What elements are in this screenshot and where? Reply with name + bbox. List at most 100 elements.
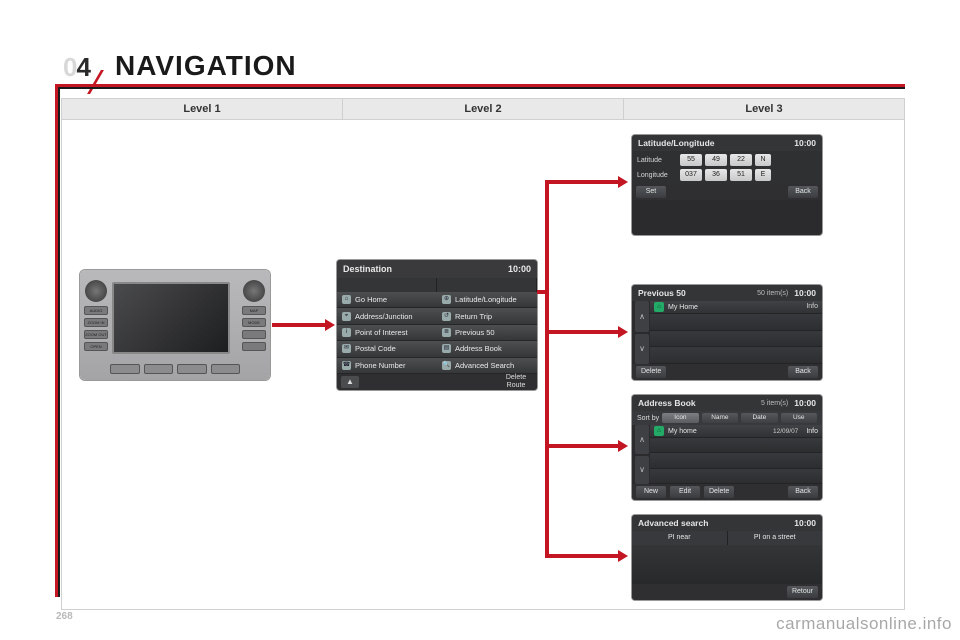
right-buttons: MAP MODE xyxy=(242,306,266,351)
latlong-coords: Latitude 55 49 22 N Longitude 037 36 51 … xyxy=(632,151,822,184)
clock: 10:00 xyxy=(508,264,531,274)
longitude-label: Longitude xyxy=(637,172,677,179)
return-trip-item[interactable]: ↺Return Trip xyxy=(437,308,537,324)
scroll-down-button[interactable]: ∨ xyxy=(635,456,649,485)
destination-title: Destination xyxy=(343,264,392,274)
edit-button[interactable]: Edit xyxy=(670,486,700,498)
arrow-abook-head-icon xyxy=(618,440,628,452)
scroll-up-button[interactable]: ∧ xyxy=(635,425,649,454)
clock: 10:00 xyxy=(794,288,816,298)
addressbook-footer: New Edit Delete Back xyxy=(632,484,822,500)
level2-header: Level 2 xyxy=(343,99,624,119)
pi-near-tab[interactable]: PI near xyxy=(632,531,728,545)
go-home-item[interactable]: ⌂Go Home xyxy=(337,292,437,308)
open-button[interactable]: OPEN xyxy=(84,342,108,351)
return-trip-label: Return Trip xyxy=(455,312,492,321)
zoom-in-button[interactable]: ZOOM IN xyxy=(84,318,108,327)
bottom-btn-2[interactable] xyxy=(144,364,174,374)
entry-info[interactable]: Info xyxy=(806,428,818,435)
list-item-empty xyxy=(650,347,822,364)
section-header: 04 NAVIGATION xyxy=(55,50,905,88)
r-button-4[interactable] xyxy=(242,342,266,351)
addressbook-titlebar: Address Book 5 item(s) 10:00 xyxy=(632,395,822,411)
bottom-btn-4[interactable] xyxy=(211,364,241,374)
sort-icon-button[interactable]: Icon xyxy=(662,413,698,423)
phone-number-item[interactable]: ☎Phone Number xyxy=(337,358,437,374)
arrow-adv-head-icon xyxy=(618,550,628,562)
poi-item[interactable]: iPoint of Interest xyxy=(337,325,437,341)
list-item[interactable]: ⌂ My Home xyxy=(650,301,822,314)
delete-button[interactable]: Delete xyxy=(704,486,734,498)
back-button[interactable]: Back xyxy=(788,366,818,378)
delete-route-l2: Route xyxy=(507,382,526,389)
addressbook-title: Address Book xyxy=(638,398,696,408)
bottom-buttons xyxy=(110,364,240,374)
lat-deg[interactable]: 55 xyxy=(680,154,702,166)
left-knob[interactable] xyxy=(85,280,107,302)
lon-hemi[interactable]: E xyxy=(755,169,771,181)
abook-icon: ▤ xyxy=(442,344,451,353)
lat-hemi[interactable]: N xyxy=(755,154,771,166)
return-button[interactable]: Retour xyxy=(787,586,818,598)
pi-street-tab[interactable]: PI on a street xyxy=(728,531,823,545)
page-up-button[interactable]: ▲ xyxy=(341,376,359,388)
advanced-search-item[interactable]: 🔍Advanced Search xyxy=(437,358,537,374)
section-num-gray: 0 xyxy=(63,52,76,82)
device-screen[interactable] xyxy=(112,282,230,354)
set-button[interactable]: Set xyxy=(636,186,666,198)
destination-left-col: ⌂Go Home ⌖Address/Junction iPoint of Int… xyxy=(337,292,437,374)
addressbook-screen: Address Book 5 item(s) 10:00 Sort by Ico… xyxy=(632,395,822,500)
clock: 10:00 xyxy=(794,398,816,408)
sort-use-button[interactable]: Use xyxy=(781,413,817,423)
lon-min[interactable]: 36 xyxy=(705,169,727,181)
rule-black xyxy=(55,87,905,89)
address-book-item[interactable]: ▤Address Book xyxy=(437,341,537,357)
lat-sec[interactable]: 22 xyxy=(730,154,752,166)
left-buttons: AUDIO ZOOM IN ZOOM OUT OPEN xyxy=(84,306,108,351)
bottom-btn-1[interactable] xyxy=(110,364,140,374)
delete-route-l1: Delete xyxy=(506,374,526,381)
rule-black-vertical xyxy=(58,87,60,597)
scroll-down-button[interactable]: ∨ xyxy=(635,334,649,365)
dest-tab-2[interactable] xyxy=(437,278,537,292)
levels-header: Level 1 Level 2 Level 3 xyxy=(61,98,905,120)
sort-name-button[interactable]: Name xyxy=(702,413,738,423)
map-button[interactable]: MAP xyxy=(242,306,266,315)
list-item[interactable]: ⌂ My home 12/09/07 Info xyxy=(650,425,822,438)
postal-code-item[interactable]: ✉Postal Code xyxy=(337,341,437,357)
delete-route-button[interactable]: Delete Route xyxy=(499,374,533,390)
longitude-row: Longitude 037 36 51 E xyxy=(637,169,817,181)
sort-date-button[interactable]: Date xyxy=(741,413,777,423)
lon-sec[interactable]: 51 xyxy=(730,169,752,181)
home-icon: ⌂ xyxy=(342,295,351,304)
r-button-3[interactable] xyxy=(242,330,266,339)
audio-button[interactable]: AUDIO xyxy=(84,306,108,315)
latlong-item[interactable]: ⊕Latitude/Longitude xyxy=(437,292,537,308)
back-button[interactable]: Back xyxy=(788,486,818,498)
bottom-btn-3[interactable] xyxy=(177,364,207,374)
list-item-empty xyxy=(650,469,822,484)
postal-code-label: Postal Code xyxy=(355,344,396,353)
arrow-abook-line xyxy=(545,444,620,448)
page-number: 268 xyxy=(56,611,73,622)
lat-min[interactable]: 49 xyxy=(705,154,727,166)
previous50-item[interactable]: ≣Previous 50 xyxy=(437,325,537,341)
destination-screen: Destination 10:00 ⌂Go Home ⌖Address/Junc… xyxy=(337,260,537,390)
dest-tab-1[interactable] xyxy=(337,278,437,292)
lon-deg[interactable]: 037 xyxy=(680,169,702,181)
sort-bar: Sort by Icon Name Date Use xyxy=(632,411,822,425)
clock: 10:00 xyxy=(794,138,816,148)
arrow-1-line xyxy=(272,323,327,327)
scroll-up-button[interactable]: ∧ xyxy=(635,301,649,332)
previous50-list: ⌂ My Home xyxy=(650,301,822,364)
new-button[interactable]: New xyxy=(636,486,666,498)
zoom-out-button[interactable]: ZOOM OUT xyxy=(84,330,108,339)
list-item-empty xyxy=(650,438,822,453)
address-junction-item[interactable]: ⌖Address/Junction xyxy=(337,308,437,324)
destination-right-col: ⊕Latitude/Longitude ↺Return Trip ≣Previo… xyxy=(437,292,537,374)
arrow-adv-line xyxy=(545,554,620,558)
mode-button[interactable]: MODE xyxy=(242,318,266,327)
delete-button[interactable]: Delete xyxy=(636,366,666,378)
back-button[interactable]: Back xyxy=(788,186,818,198)
right-knob[interactable] xyxy=(243,280,265,302)
